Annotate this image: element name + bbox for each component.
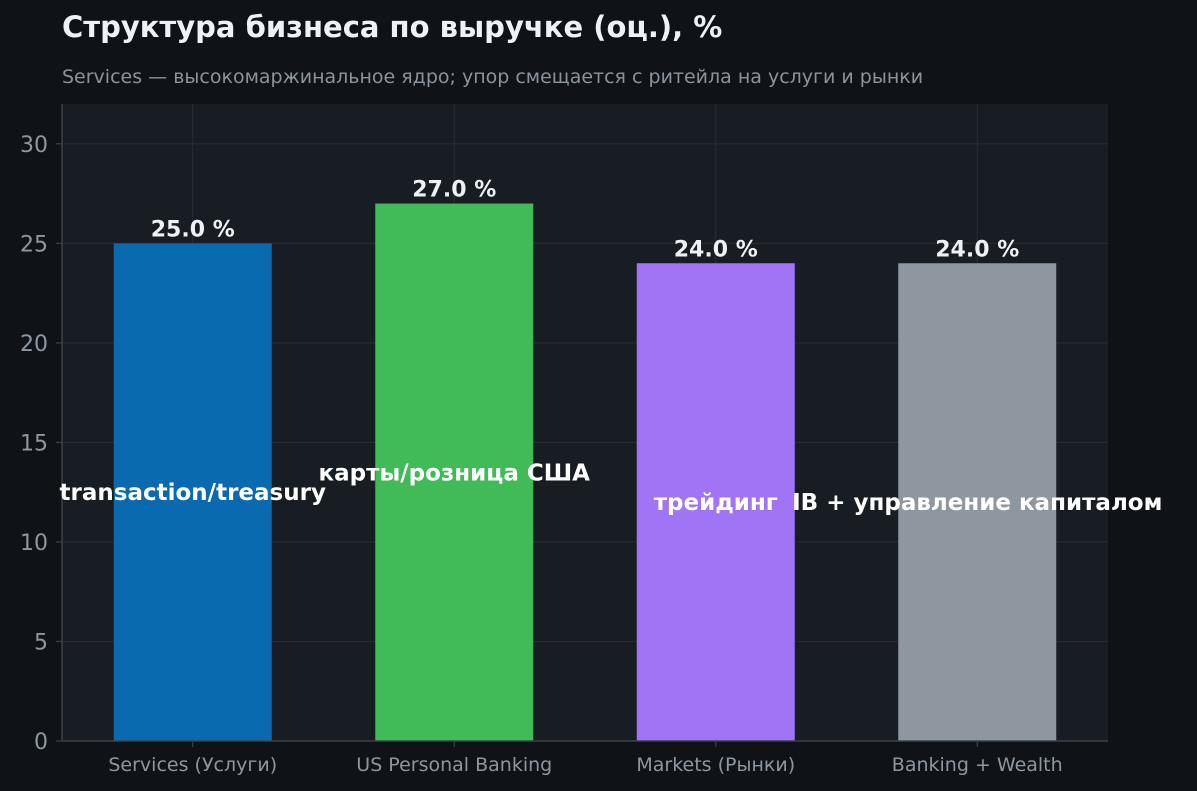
y-tick-label: 20 — [20, 332, 48, 357]
x-tick-label: Banking + Wealth — [892, 754, 1063, 776]
y-tick-label: 15 — [20, 431, 48, 456]
bar-annotation: IB + управление капиталом — [792, 490, 1162, 516]
bar — [898, 263, 1057, 741]
y-tick-label: 30 — [20, 133, 48, 158]
y-tick-label: 0 — [34, 730, 48, 755]
bars — [113, 203, 1057, 741]
x-tick-label: Services (Услуги) — [108, 754, 277, 776]
axes — [56, 104, 1108, 747]
bar-annotation: transaction/treasury — [60, 480, 326, 506]
x-tick-label: Markets (Рынки) — [636, 754, 795, 776]
bar — [375, 203, 534, 741]
bar-annotation: трейдинг — [654, 490, 778, 516]
x-tick-label: US Personal Banking — [356, 754, 552, 776]
bar — [636, 263, 795, 741]
data-label: 27.0 % — [412, 178, 496, 203]
data-label: 25.0 % — [151, 217, 235, 242]
bar-annotation: карты/розница США — [319, 460, 591, 486]
chart-title: Структура бизнеса по выручке (оц.), % — [62, 10, 723, 44]
labels: 0 5 10 15 20 25 30 Services (Услуги) 25.0 % trans… — [20, 133, 1162, 776]
y-tick-label: 25 — [20, 232, 48, 257]
data-label: 24.0 % — [674, 237, 758, 262]
data-label: 24.0 % — [935, 237, 1019, 262]
chart-subtitle: Services — высокомаржинальное ядро; упор… — [62, 66, 924, 88]
y-tick-label: 5 — [34, 630, 48, 655]
bar — [113, 243, 272, 741]
y-tick-label: 10 — [20, 531, 48, 556]
